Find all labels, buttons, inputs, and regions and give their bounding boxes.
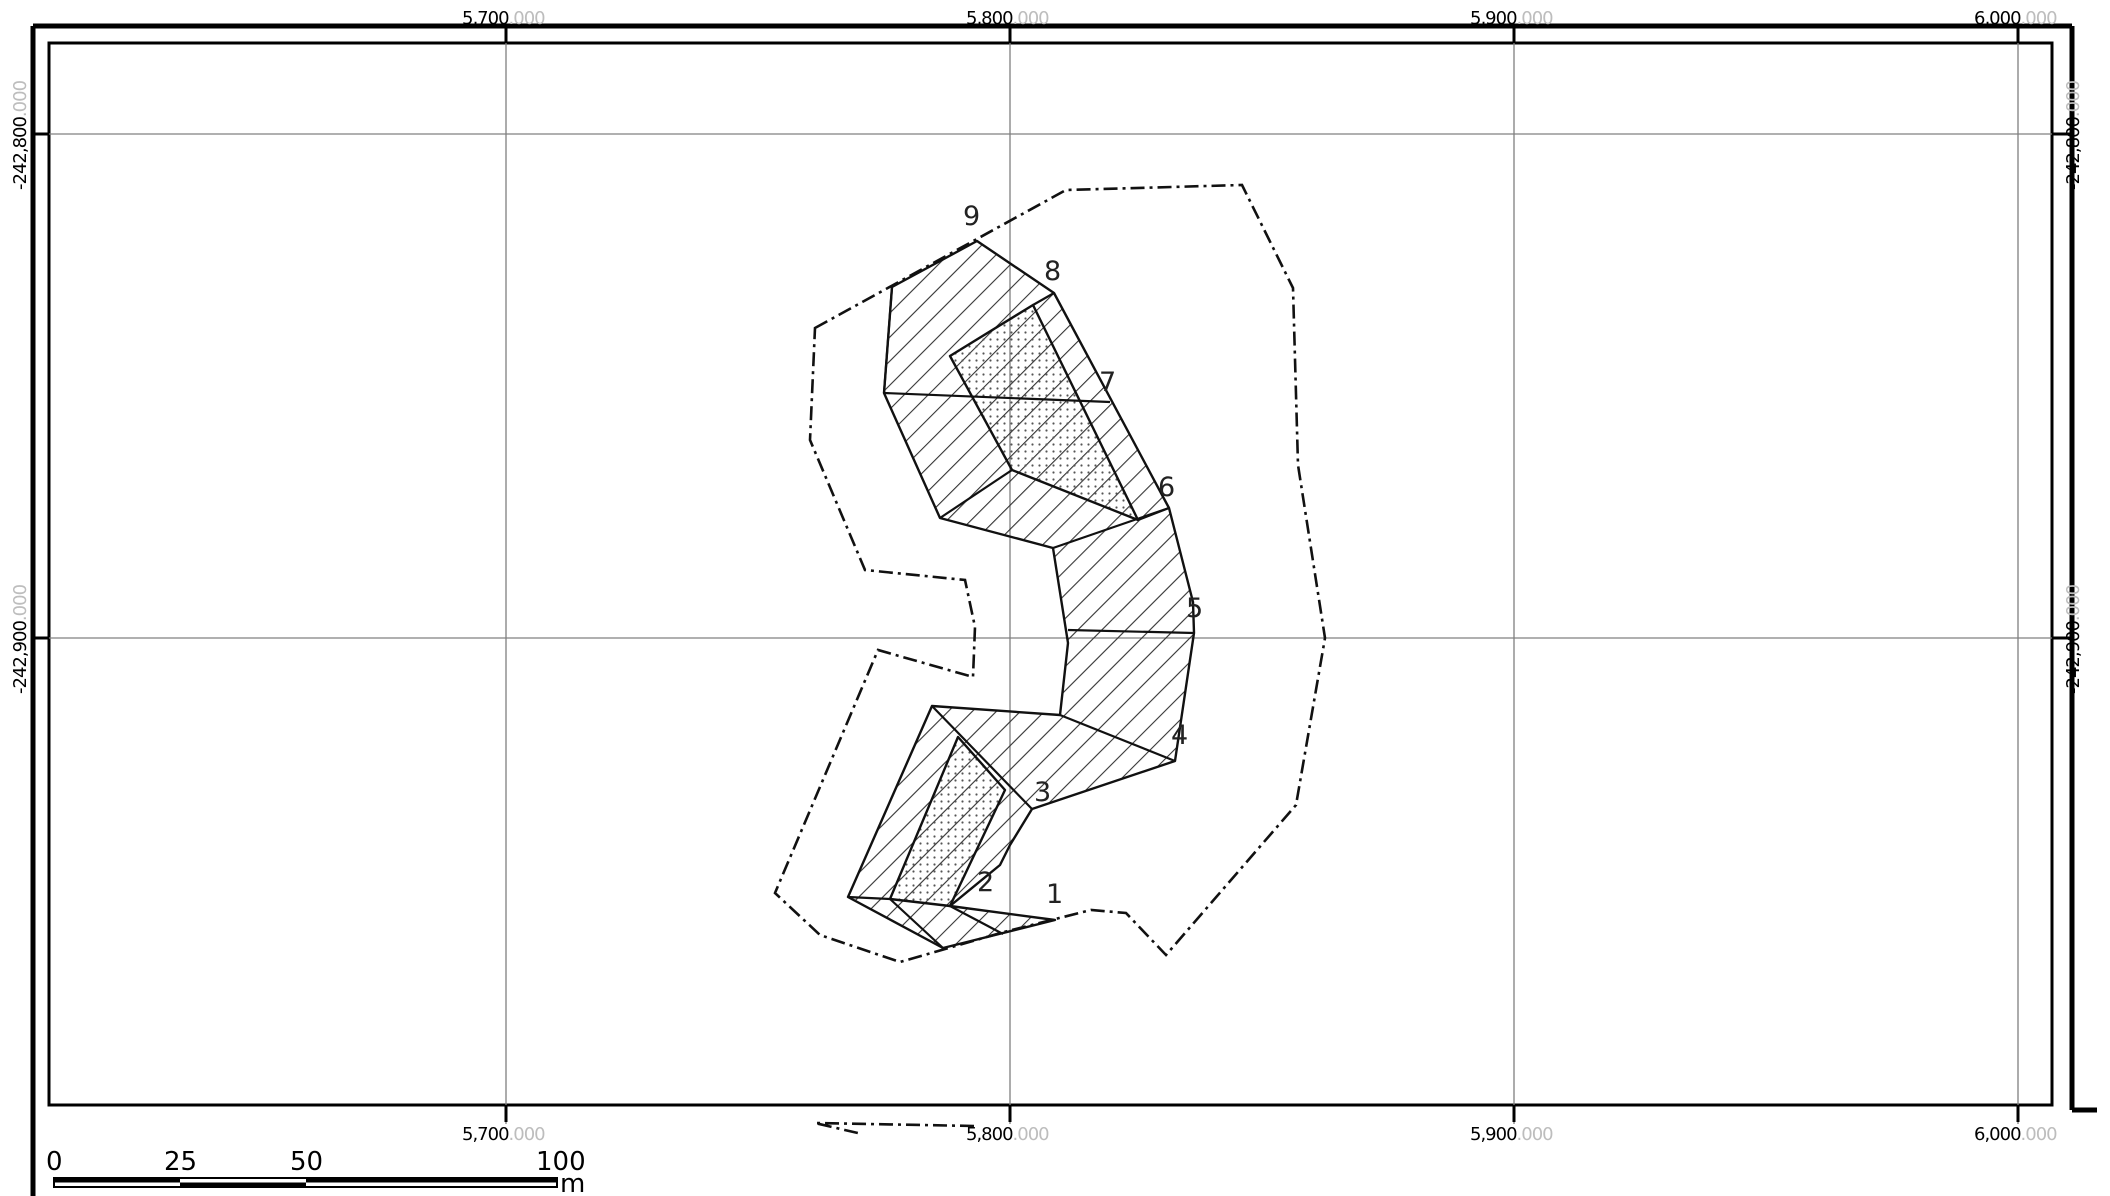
scale-tick-25: 25 xyxy=(164,1147,197,1177)
graticule xyxy=(33,26,2072,1124)
grid-label-x: 5,900.000 xyxy=(1470,1124,1553,1145)
buffer-zone-boundary xyxy=(773,183,1327,1136)
grid-label-y: -242,800.000 xyxy=(10,80,31,190)
vertex-label-6: 6 xyxy=(1158,472,1175,503)
map-frame xyxy=(30,23,2097,1196)
vertex-label-2: 2 xyxy=(977,867,994,898)
grid-label-y: -242,900.000 xyxy=(10,584,31,694)
grid-labels-top: 5,700.000 5,800.000 5,900.000 6,000.000 xyxy=(462,8,2058,29)
grid-label-x: 6,000.000 xyxy=(1974,8,2057,29)
grid-labels-right: -242,800.000 -242,900.000 xyxy=(2063,80,2084,694)
vertex-label-3: 3 xyxy=(1034,777,1051,808)
vertex-label-4: 4 xyxy=(1171,720,1188,751)
grid-label-x: 6,000.000 xyxy=(1974,1124,2057,1145)
grid-labels-left: -242,800.000 -242,900.000 xyxy=(10,80,31,694)
grid-label-x: 5,800.000 xyxy=(966,8,1049,29)
scale-bar: 0 25 50 100 m xyxy=(46,1147,586,1196)
vertex-label-8: 8 xyxy=(1044,256,1061,287)
vertex-labels: 1 2 3 4 5 6 7 8 9 xyxy=(963,201,1203,910)
scale-unit: m xyxy=(560,1169,585,1196)
grid-label-y: -242,900.000 xyxy=(2063,584,2084,694)
vertex-label-5: 5 xyxy=(1186,593,1203,624)
vertex-label-9: 9 xyxy=(963,201,980,232)
grid-labels-bottom: 5,700.000 5,800.000 5,900.000 6,000.000 xyxy=(462,1124,2058,1145)
vertex-label-1: 1 xyxy=(1046,879,1063,910)
grid-label-y: -242,800.000 xyxy=(2063,80,2084,190)
vertex-label-7: 7 xyxy=(1099,367,1116,398)
sector-lines xyxy=(847,286,1195,949)
grid-label-x: 5,700.000 xyxy=(462,8,545,29)
grid-label-x: 5,700.000 xyxy=(462,1124,545,1145)
scale-tick-100: 100 xyxy=(536,1147,586,1177)
grid-label-x: 5,800.000 xyxy=(966,1124,1049,1145)
scale-tick-50: 50 xyxy=(290,1147,323,1177)
scale-tick-0: 0 xyxy=(46,1147,63,1177)
grid-label-x: 5,900.000 xyxy=(1470,8,1553,29)
frame-ticks xyxy=(33,26,2072,1122)
